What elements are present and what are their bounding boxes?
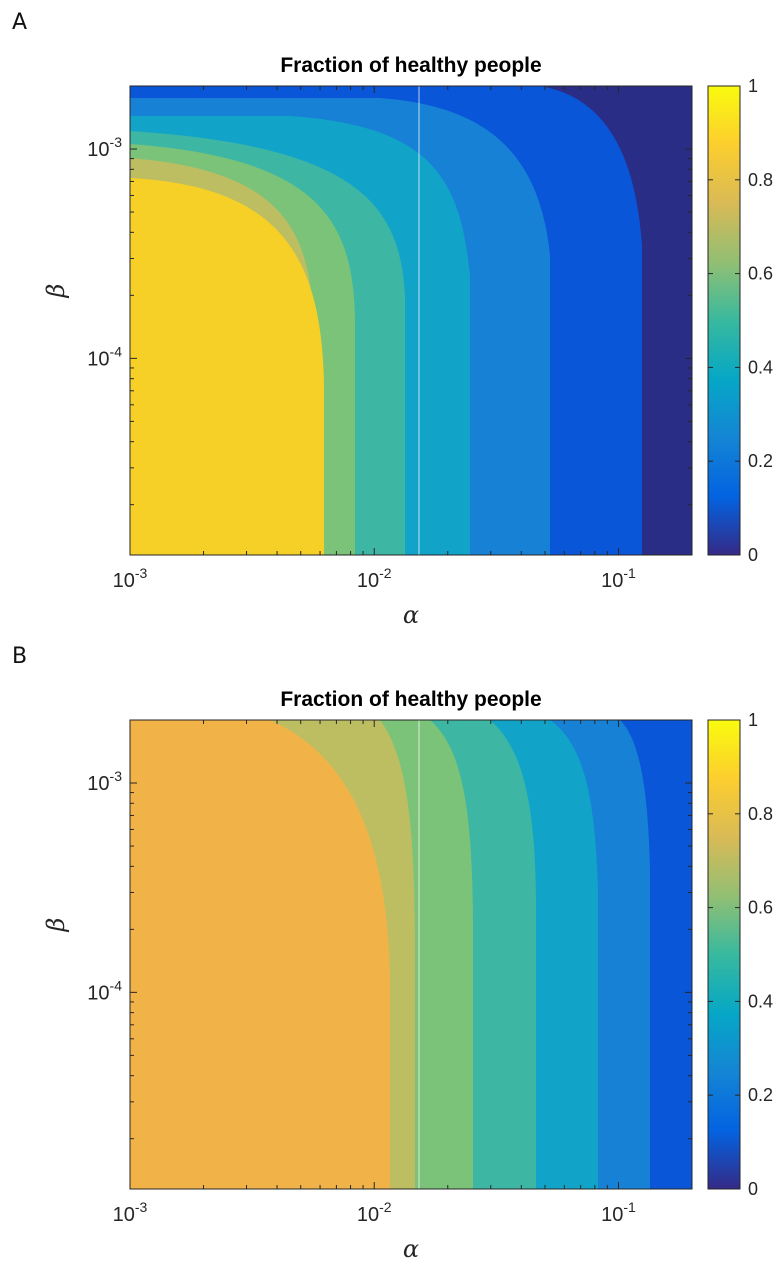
contour-plot: 10-3 10-2 10-1 10-4 10-3 α β 0 0.2 0.4 0.6 0.8 1 [42, 76, 773, 629]
x-tick-label: 10-1 [601, 1199, 636, 1226]
colorbar-tick-label: 1 [748, 710, 758, 730]
x-tick-label: 10-3 [113, 1199, 148, 1226]
colorbar-tick-label: 0 [748, 545, 758, 565]
colorbar-tick-label: 0 [748, 1179, 758, 1199]
plot-area [130, 86, 692, 555]
colorbar-tick-label: 0.2 [748, 451, 773, 471]
y-axis-label: β [42, 284, 70, 299]
x-tick-label: 10-2 [357, 1199, 392, 1226]
chart-title: Fraction of healthy people [280, 54, 542, 77]
x-tick-label: 10-1 [601, 565, 636, 592]
x-tick-label: 10-3 [113, 565, 148, 592]
contour-band [130, 178, 324, 555]
panel-letter: B [12, 644, 28, 669]
y-tick-label: 10-3 [87, 134, 122, 161]
colorbar-tick-label: 0.6 [748, 898, 773, 918]
colorbar [707, 85, 741, 556]
x-tick-label: 10-2 [357, 565, 392, 592]
panel-letter: A [12, 10, 28, 35]
colorbar-tick-label: 0.4 [748, 357, 773, 377]
colorbar-tick-label: 0.4 [748, 991, 773, 1011]
colorbar-tick-label: 0.8 [748, 804, 773, 824]
contour-plot: 10-3 10-2 10-1 10-4 10-3 α β 0 0.2 0.4 0.6 0.8 1 [42, 710, 773, 1263]
chart-title: Fraction of healthy people [280, 688, 542, 711]
x-axis-label: α [403, 601, 419, 629]
colorbar-tick-label: 0.8 [748, 170, 773, 190]
colorbar-tick-label: 0.2 [748, 1085, 773, 1105]
colorbar [707, 719, 741, 1190]
y-tick-label: 10-4 [87, 343, 122, 370]
plot-area [130, 720, 692, 1189]
y-tick-label: 10-4 [87, 977, 122, 1004]
plot-frame [129, 719, 693, 1190]
x-axis-label: α [403, 1235, 419, 1263]
plot-frame [129, 85, 693, 556]
panel-b: B Fraction of healthy people 10-3 10-2 10-… [0, 634, 777, 1268]
panel-a: A Fraction of healthy people 10-3 10-2 10-… [12, 10, 773, 629]
y-axis-label: β [42, 918, 70, 933]
y-tick-label: 10-3 [87, 768, 122, 795]
contour-band [130, 720, 390, 1189]
colorbar-tick-label: 0.6 [748, 264, 773, 284]
colorbar-tick-label: 1 [748, 76, 758, 96]
